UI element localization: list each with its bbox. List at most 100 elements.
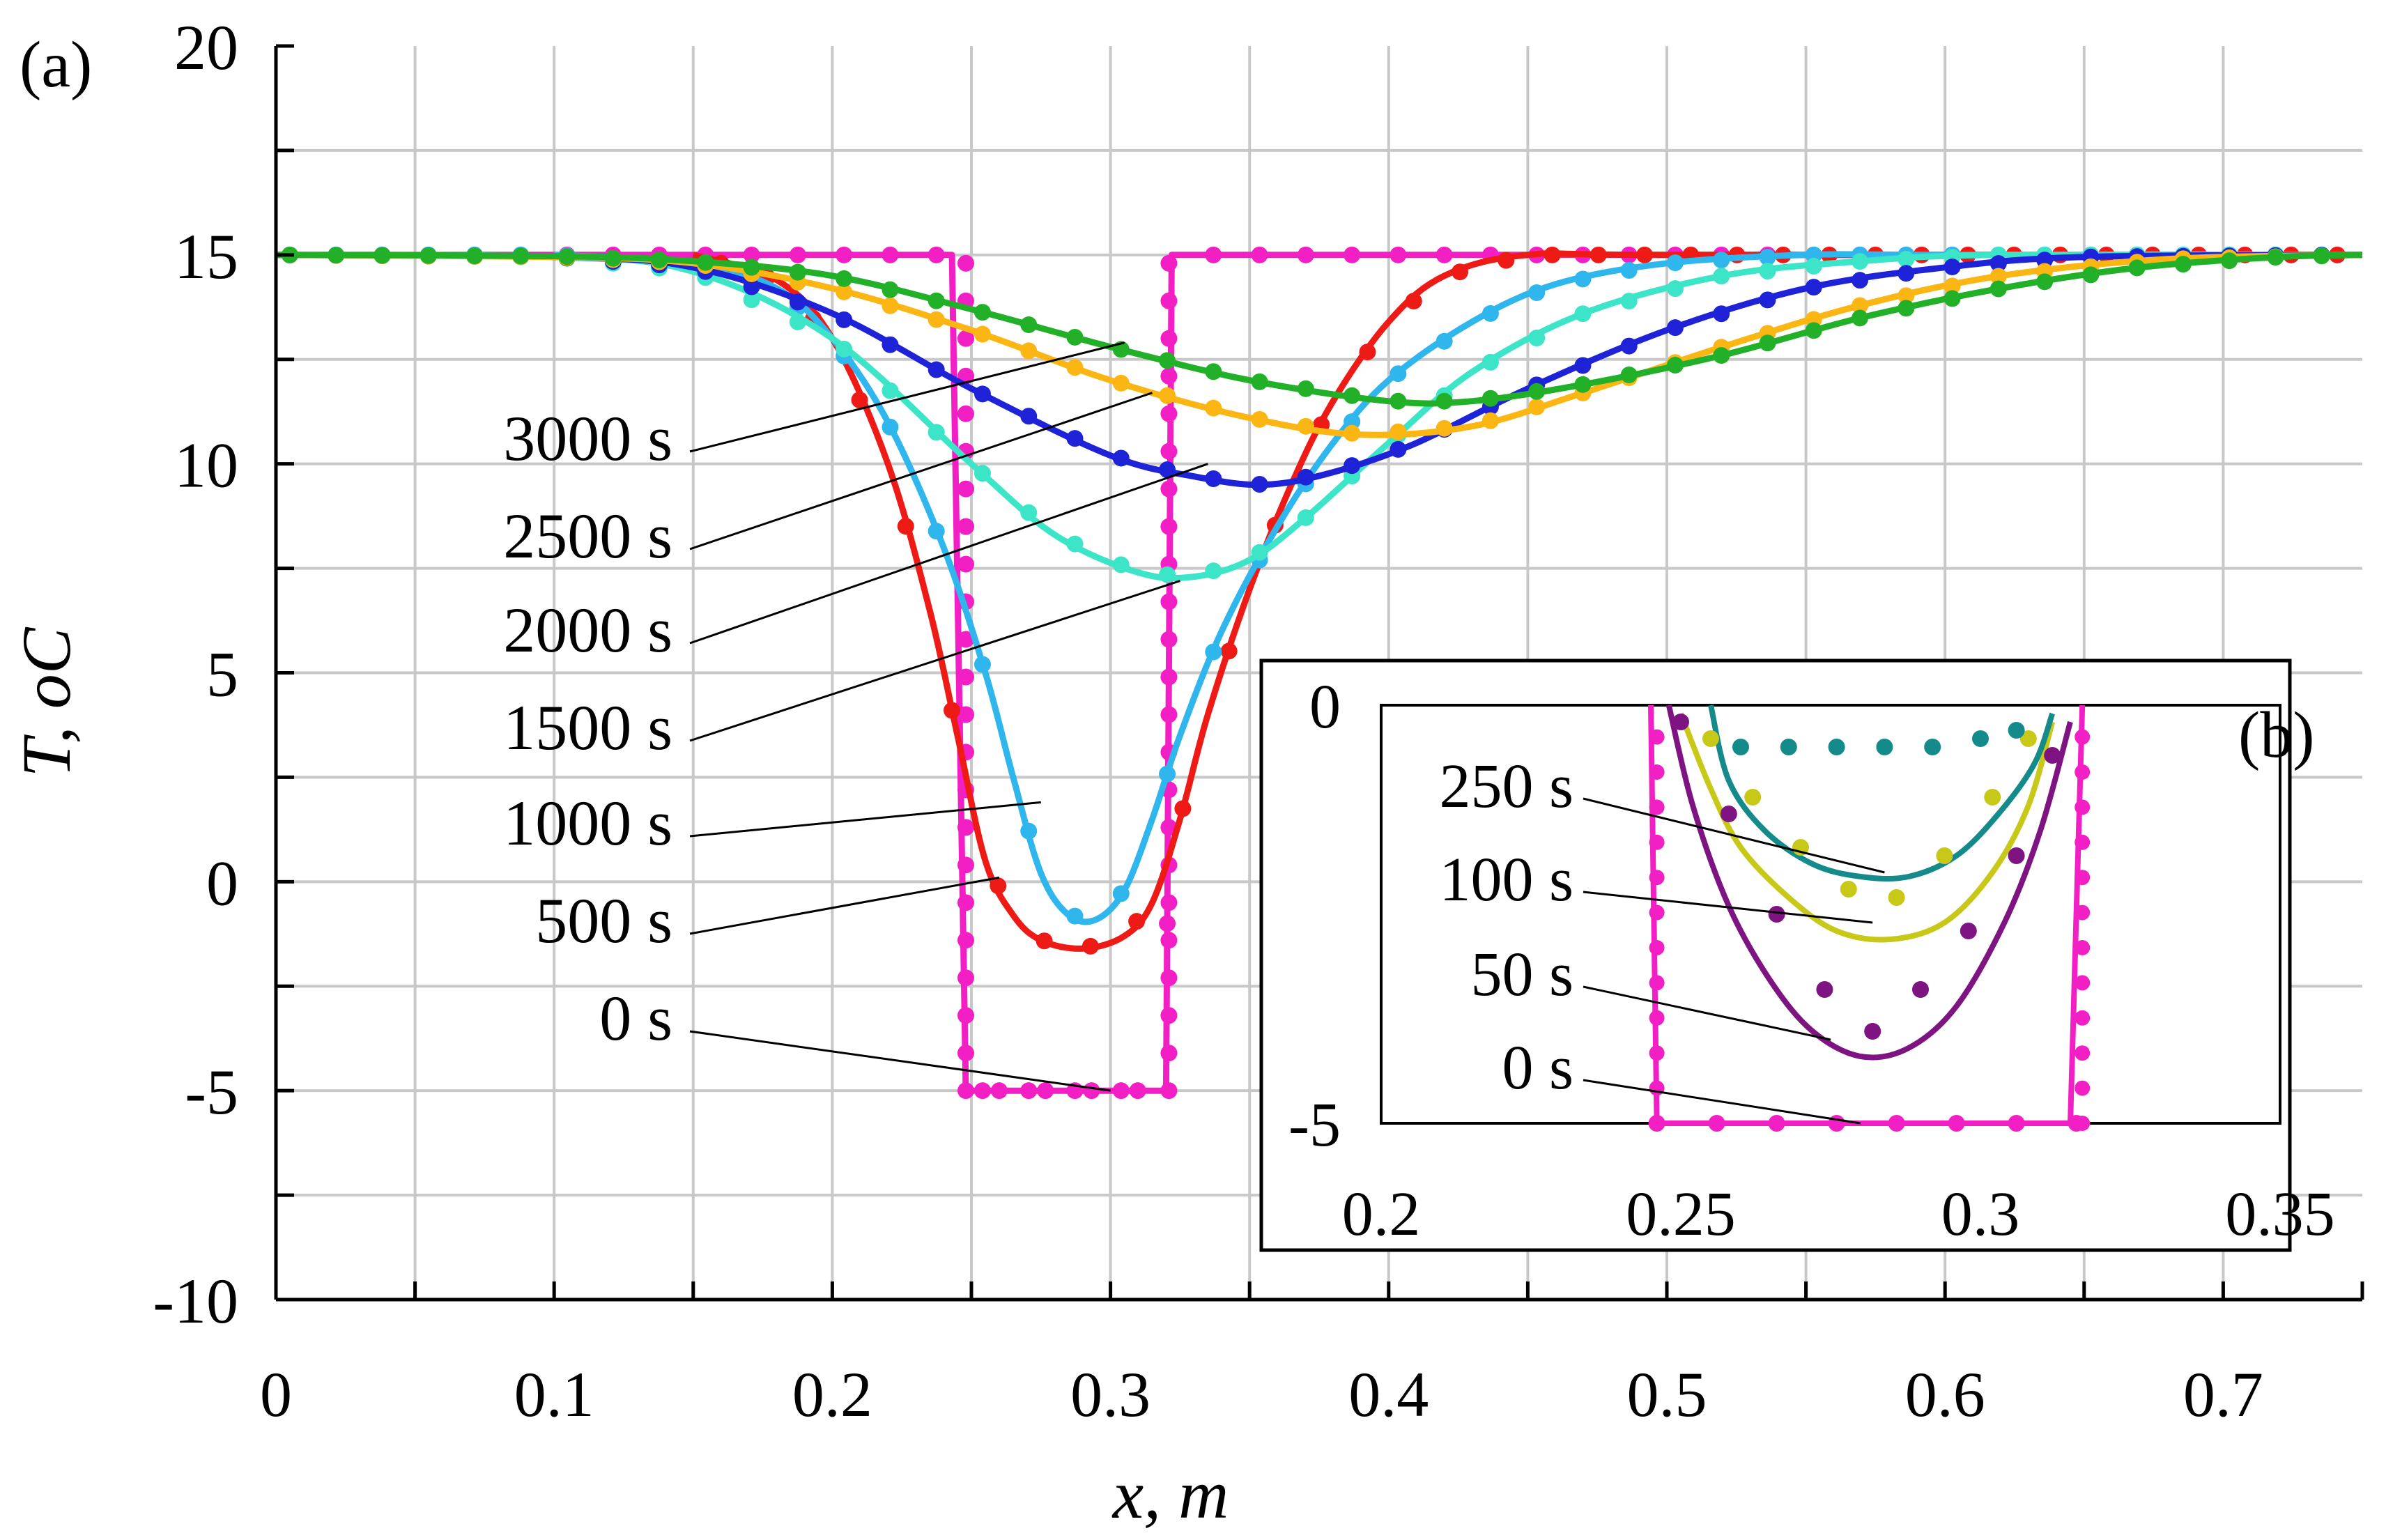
data-point-2000s <box>1852 272 1869 289</box>
data-point-1000s <box>1436 332 1453 350</box>
data-point-2500s <box>1251 410 1268 428</box>
data-point-3000s <box>882 281 899 298</box>
data-point-1000s <box>1390 365 1407 383</box>
data-point-3000s <box>1528 383 1546 400</box>
data-point-1000s <box>882 418 899 436</box>
data-point-1000s <box>1620 262 1638 279</box>
data-point-2000s <box>1159 461 1176 479</box>
inset-point-0s <box>1768 1115 1785 1132</box>
data-point-3000s <box>973 304 991 321</box>
data-point-1500s <box>1020 504 1038 521</box>
curve-label-500s: 500 s <box>535 885 672 956</box>
leader-line <box>689 580 1180 742</box>
data-point-0s <box>1251 246 1268 263</box>
data-point-3000s <box>1989 280 2007 298</box>
data-point-2500s <box>1297 417 1314 435</box>
inset-point-0s <box>1888 1115 1905 1132</box>
data-point-3000s <box>1713 347 1730 364</box>
data-point-500s <box>1498 252 1515 269</box>
leader-line <box>689 1030 1111 1092</box>
x-tick-label: 0.2 <box>792 1359 872 1430</box>
data-point-2500s <box>882 297 899 314</box>
inset-point-0s <box>1649 870 1665 886</box>
data-point-1500s <box>1713 268 1730 285</box>
data-point-500s <box>1590 246 1607 263</box>
data-point-3000s <box>558 248 576 265</box>
y-tick-label: -10 <box>153 1265 238 1337</box>
data-point-500s <box>851 391 868 408</box>
data-point-1500s <box>882 382 899 399</box>
inset-point-50s <box>1864 1023 1881 1040</box>
inset-point-0s <box>2075 1010 2091 1026</box>
y-tick-label: -5 <box>185 1056 238 1127</box>
data-point-2500s <box>1344 424 1361 442</box>
data-point-3000s <box>466 247 484 265</box>
data-point-3000s <box>1436 392 1453 410</box>
data-point-0s <box>957 1045 975 1062</box>
inset-line-250s <box>1708 704 2055 882</box>
data-point-1000s <box>1020 822 1038 840</box>
inset-point-0s <box>2075 1080 2091 1096</box>
data-point-1500s <box>1805 258 1822 275</box>
data-point-1000s <box>1759 249 1776 266</box>
inset-curve-label-0s: 0 s <box>1502 1033 1573 1102</box>
inset-frame: -5 0 0.2 0.25 0.3 0.35 <box>1259 659 2335 1252</box>
inset-annotations: 250 s 100 s 50 s 0 s <box>1439 752 1885 1125</box>
inset-point-250s <box>1876 739 1893 755</box>
inset-point-0s <box>2075 834 2091 850</box>
data-point-500s <box>990 877 1007 895</box>
data-point-3000s <box>420 247 437 264</box>
inset-leader-line <box>1583 797 1885 874</box>
leader-line <box>689 876 1000 935</box>
inset-curve-label-50s: 50 s <box>1470 940 1573 1009</box>
data-point-2000s <box>743 278 760 295</box>
data-point-3000s <box>1944 290 1961 307</box>
data-point-2000s <box>1344 457 1361 475</box>
data-point-2000s <box>836 311 853 328</box>
inset-point-0s <box>2075 1045 2091 1061</box>
data-point-0s <box>1160 894 1178 911</box>
inset-point-50s <box>2008 847 2025 864</box>
data-point-0s <box>957 631 975 648</box>
inset-point-0s <box>2075 904 2091 921</box>
data-point-500s <box>1636 246 1654 263</box>
data-point-0s <box>1160 405 1178 422</box>
inset-point-100s <box>1744 789 1762 806</box>
data-point-2500s <box>1066 359 1084 376</box>
inset-x-tick-label: 0.3 <box>1941 1180 2020 1249</box>
inset-point-100s <box>1840 881 1857 898</box>
data-point-1000s <box>1574 270 1592 288</box>
data-point-0s <box>957 254 975 272</box>
panel-label-a: (a) <box>20 29 92 101</box>
x-tick-label: 0.6 <box>1905 1359 1985 1430</box>
data-point-3000s <box>2313 247 2330 265</box>
data-point-0s <box>1160 330 1178 347</box>
data-point-500s <box>1082 937 1099 955</box>
data-point-1500s <box>1620 293 1638 310</box>
data-point-0s <box>1160 442 1178 460</box>
inset-point-250s <box>1780 739 1797 755</box>
data-point-3000s <box>1852 309 1869 327</box>
data-point-1500s <box>1528 330 1546 347</box>
data-point-2000s <box>1666 319 1684 337</box>
data-point-0s <box>957 330 975 347</box>
x-tick-label: 0.4 <box>1348 1359 1429 1430</box>
inset-point-50s <box>1768 906 1785 923</box>
leader-line <box>689 801 1041 838</box>
data-point-1500s <box>1159 566 1176 583</box>
data-point-0s <box>1160 1045 1178 1062</box>
data-point-2500s <box>928 311 945 328</box>
data-point-3000s <box>2128 259 2146 277</box>
data-point-1000s <box>1066 907 1084 925</box>
curve-label-1000s: 1000 s <box>503 787 672 858</box>
inset-point-0s <box>2075 870 2091 886</box>
data-point-500s <box>1544 246 1561 263</box>
data-point-2500s <box>1852 297 1869 314</box>
data-point-2500s <box>1159 387 1176 404</box>
inset-point-50s <box>2044 747 2061 764</box>
inset-point-0s <box>1649 1045 1665 1061</box>
data-point-1500s <box>743 291 760 309</box>
data-point-1000s <box>1205 643 1222 661</box>
inset-curve-label-250s: 250 s <box>1439 752 1573 821</box>
data-point-1500s <box>973 465 991 482</box>
